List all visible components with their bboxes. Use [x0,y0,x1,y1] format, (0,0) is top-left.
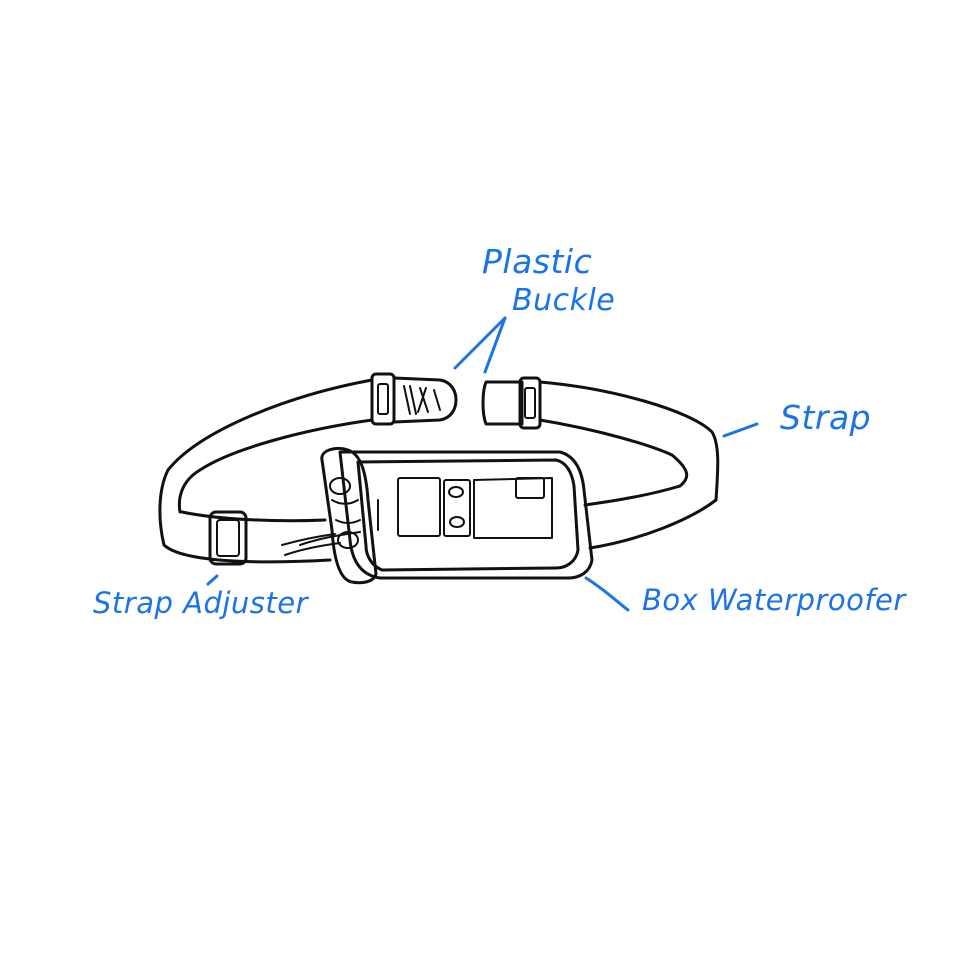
box-waterproofer-label: Box Waterproofer [642,583,906,617]
plastic-buckle-female [370,372,458,426]
strap-label: Strap [780,398,872,437]
strap [158,378,720,564]
plastic-buckle-label-line1: Plastic [482,242,593,281]
adjuster-leader [206,574,219,586]
box-leader [584,576,630,612]
strap-adjuster [208,510,248,566]
buckle-leader-right [483,316,507,374]
buckle-leader-left [453,316,507,370]
box-waterproofer [299,446,594,585]
plastic-buckle-label-line2: Buckle [512,283,616,318]
strap-adjuster-label: Strap Adjuster [93,586,309,620]
leader-lines [206,316,759,612]
strap-leader [722,422,759,438]
plastic-buckle-male [481,376,542,430]
